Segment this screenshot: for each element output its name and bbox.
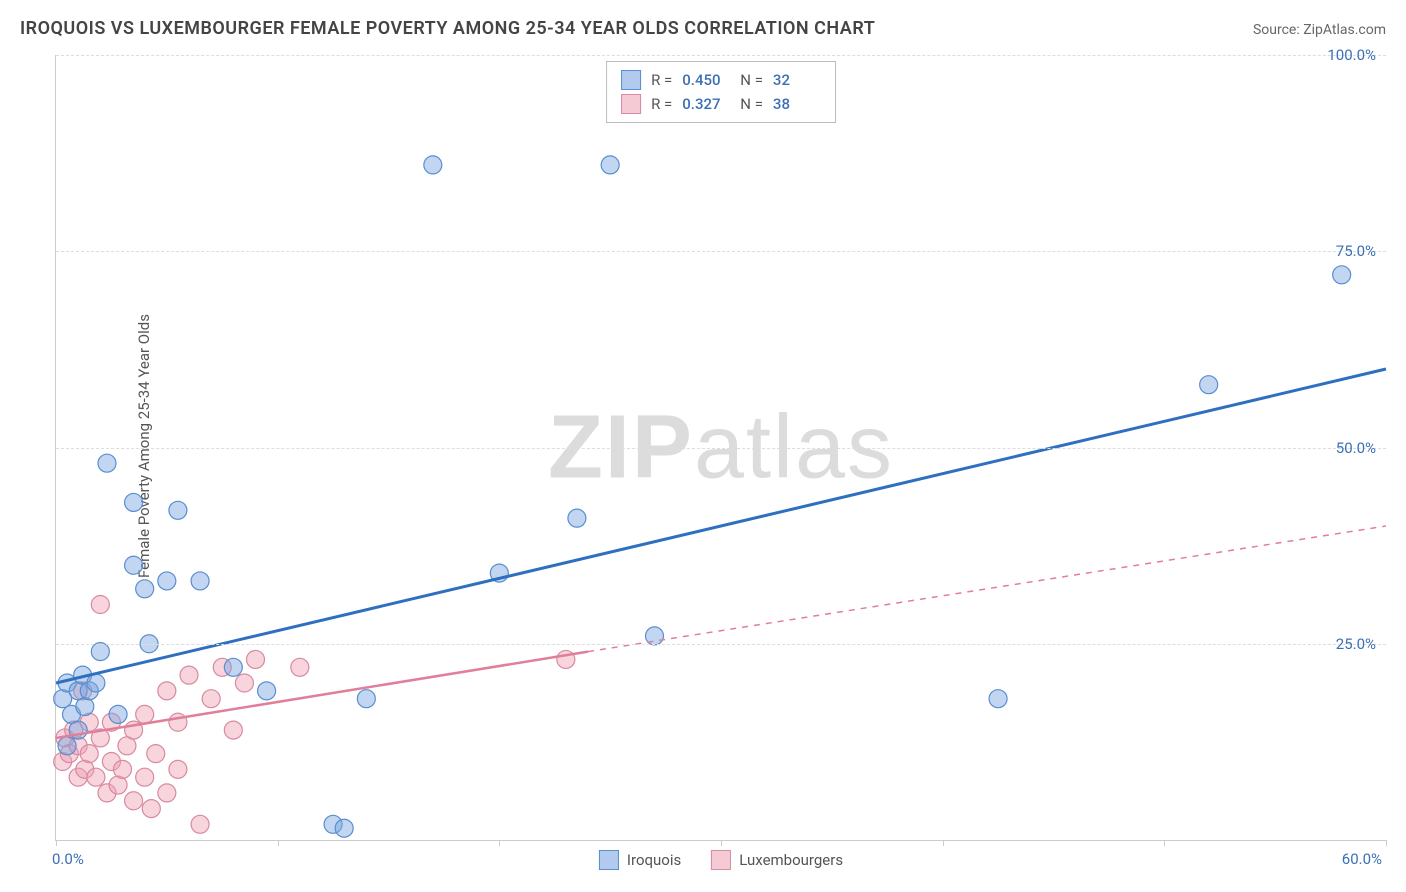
luxembourgers-point <box>180 666 198 684</box>
legend-item-luxembourgers: Luxembourgers <box>711 850 843 870</box>
gridline <box>56 251 1386 252</box>
legend-swatch-luxembourgers-icon <box>711 850 731 870</box>
iroquois-point <box>91 643 109 661</box>
n-label-2: N = <box>740 92 763 116</box>
luxembourgers-point <box>147 745 165 763</box>
luxembourgers-point <box>247 650 265 668</box>
r-label-2: R = <box>651 92 672 116</box>
iroquois-point <box>87 674 105 692</box>
luxembourgers-point <box>158 682 176 700</box>
legend-item-iroquois: Iroquois <box>599 850 681 870</box>
series-legend: Iroquois Luxembourgers <box>599 850 843 870</box>
legend-label-iroquois: Iroquois <box>627 851 681 869</box>
x-tick <box>1164 840 1165 846</box>
x-tick <box>721 840 722 846</box>
iroquois-point <box>109 705 127 723</box>
legend-label-luxembourgers: Luxembourgers <box>739 851 843 869</box>
stats-row-luxembourgers: R = 0.327 N = 38 <box>621 92 821 116</box>
luxembourgers-point <box>136 705 154 723</box>
luxembourgers-point <box>136 768 154 786</box>
luxembourgers-point <box>114 760 132 778</box>
stats-legend: R = 0.450 N = 32 R = 0.327 N = 38 <box>606 61 836 123</box>
r-label: R = <box>651 68 672 92</box>
x-axis-max-label: 60.0% <box>1342 850 1382 868</box>
luxembourgers-r-value: 0.327 <box>682 92 730 116</box>
luxembourgers-point <box>142 800 160 818</box>
iroquois-point <box>1200 376 1218 394</box>
iroquois-n-value: 32 <box>773 68 821 92</box>
iroquois-point <box>125 493 143 511</box>
iroquois-point <box>357 690 375 708</box>
iroquois-point <box>258 682 276 700</box>
luxembourgers-trend-line-dashed <box>588 526 1386 652</box>
swatch-luxembourgers-icon <box>621 94 641 114</box>
luxembourgers-point <box>158 784 176 802</box>
iroquois-r-value: 0.450 <box>682 68 730 92</box>
iroquois-point <box>98 454 116 472</box>
x-tick <box>943 840 944 846</box>
swatch-iroquois-icon <box>621 70 641 90</box>
x-tick <box>499 840 500 846</box>
iroquois-point <box>158 572 176 590</box>
iroquois-point <box>169 501 187 519</box>
gridline <box>56 55 1386 56</box>
gridline <box>56 448 1386 449</box>
luxembourgers-point <box>191 815 209 833</box>
stats-row-iroquois: R = 0.450 N = 32 <box>621 68 821 92</box>
iroquois-point <box>136 580 154 598</box>
luxembourgers-point <box>87 768 105 786</box>
luxembourgers-point <box>91 596 109 614</box>
iroquois-trend-line <box>56 369 1386 683</box>
plot-area: ZIPatlas R = 0.450 N = 32 R = 0.327 N = … <box>55 55 1386 841</box>
luxembourgers-point <box>202 690 220 708</box>
luxembourgers-point <box>291 658 309 676</box>
iroquois-point <box>191 572 209 590</box>
y-tick-label: 25.0% <box>1336 635 1376 653</box>
iroquois-point <box>1333 266 1351 284</box>
gridline <box>56 644 1386 645</box>
y-tick-label: 100.0% <box>1327 46 1376 64</box>
n-label: N = <box>740 68 763 92</box>
iroquois-point <box>989 690 1007 708</box>
y-tick-label: 75.0% <box>1336 242 1376 260</box>
x-tick <box>1386 840 1387 846</box>
header-bar: IROQUOIS VS LUXEMBOURGER FEMALE POVERTY … <box>20 18 1386 39</box>
luxembourgers-point <box>80 745 98 763</box>
iroquois-point <box>224 658 242 676</box>
x-tick <box>278 840 279 846</box>
x-tick <box>56 840 57 846</box>
y-tick-label: 50.0% <box>1336 439 1376 457</box>
iroquois-point <box>601 156 619 174</box>
source-credit: Source: ZipAtlas.com <box>1253 22 1386 38</box>
legend-swatch-iroquois-icon <box>599 850 619 870</box>
iroquois-point <box>424 156 442 174</box>
iroquois-point <box>58 737 76 755</box>
luxembourgers-point <box>235 674 253 692</box>
luxembourgers-n-value: 38 <box>773 92 821 116</box>
x-axis-min-label: 0.0% <box>52 850 84 868</box>
iroquois-point <box>335 819 353 837</box>
iroquois-point <box>125 556 143 574</box>
luxembourgers-point <box>224 721 242 739</box>
luxembourgers-point <box>125 792 143 810</box>
luxembourgers-point <box>169 760 187 778</box>
iroquois-point <box>568 509 586 527</box>
chart-title: IROQUOIS VS LUXEMBOURGER FEMALE POVERTY … <box>20 18 875 39</box>
